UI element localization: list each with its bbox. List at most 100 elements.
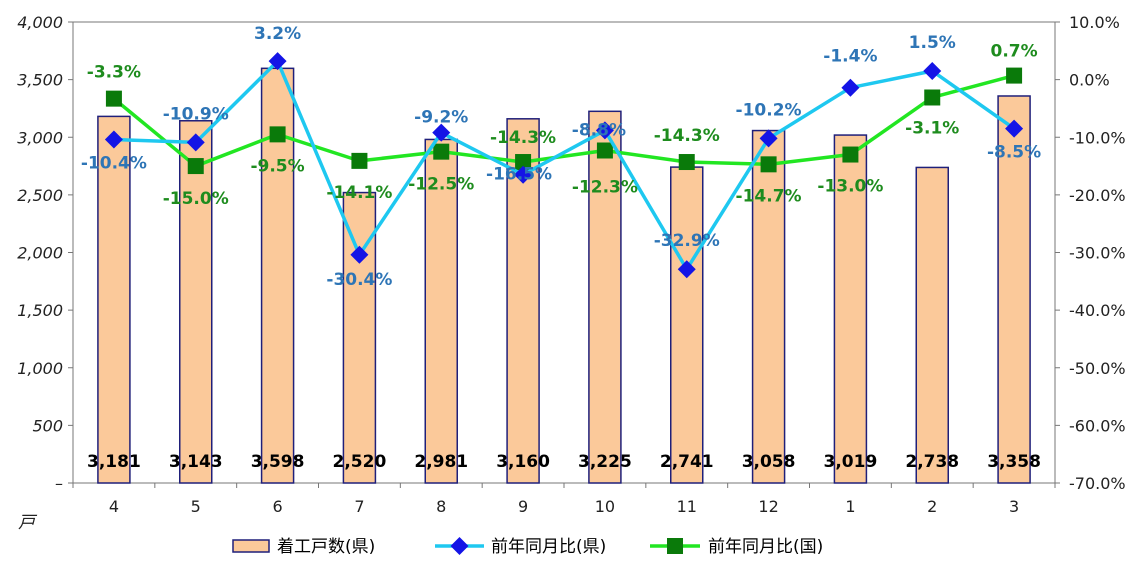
prefecture-value-label: -10.2% — [736, 100, 802, 120]
prefecture-marker — [268, 52, 287, 71]
left-tick-label: 2,500 — [17, 186, 63, 205]
prefecture-marker — [432, 123, 451, 142]
left-tick-label: 1,500 — [17, 301, 63, 320]
prefecture-value-label: -16.5% — [486, 165, 552, 185]
legend-label-prefecture: 前年同月比(県) — [491, 537, 606, 557]
prefecture-marker — [350, 245, 369, 264]
x-tick-label: 6 — [272, 497, 282, 516]
x-tick-label: 10 — [595, 497, 615, 516]
national-value-label: -9.5% — [250, 156, 304, 176]
data-labels: 3,181 3,143 3,598 2,520 2,981 3,160 3,225 2,741… — [81, 24, 1041, 472]
prefecture-value-label: -32.9% — [654, 231, 720, 251]
national-value-label: -14.3% — [654, 126, 720, 146]
left-tick-label: 2,000 — [17, 244, 63, 263]
x-tick-label: 9 — [518, 497, 528, 516]
left-tick-label: 3,000 — [17, 128, 63, 147]
prefecture-value-label: -10.9% — [163, 104, 229, 124]
national-value-label: -12.5% — [408, 175, 474, 195]
bar — [997, 95, 1031, 484]
prefecture-marker — [514, 165, 533, 184]
prefecture-marker — [923, 61, 942, 80]
right-tick-label: -60.0% — [1069, 416, 1126, 435]
x-tick-label: 7 — [354, 497, 364, 516]
prefecture-value-label: 1.5% — [909, 33, 956, 53]
national-marker — [105, 90, 122, 107]
bar-value-label: 3,143 — [169, 452, 223, 472]
national-marker — [924, 89, 941, 106]
bar — [506, 118, 540, 484]
prefecture-marker — [186, 133, 205, 152]
bar — [751, 129, 786, 484]
bar — [670, 166, 704, 484]
national-value-label: -3.3% — [87, 63, 141, 83]
national-value-label: -14.7% — [736, 186, 802, 206]
x-tick-label: 8 — [436, 497, 446, 516]
right-tick-label: -50.0% — [1069, 359, 1126, 378]
national-value-label: -14.3% — [490, 128, 556, 148]
left-tick-label: 4,000 — [17, 13, 63, 32]
national-value-label: -3.1% — [905, 118, 959, 138]
prefecture-marker — [841, 78, 860, 97]
national-value-label: -12.3% — [572, 178, 638, 198]
prefecture-marker — [104, 130, 123, 149]
series-line — [113, 59, 1016, 271]
bar-value-label: 2,520 — [333, 452, 387, 472]
national-value-label: 0.7% — [991, 42, 1038, 62]
right-tick-label: -10.0% — [1069, 128, 1126, 147]
x-tick-label: 11 — [677, 497, 697, 516]
national-marker — [515, 154, 532, 171]
bar-value-label: 3,225 — [578, 452, 632, 472]
right-tick-label: 10.0% — [1069, 13, 1120, 32]
x-tick-label: 5 — [191, 497, 201, 516]
axes: – 500 1,000 1,500 2,000 2,500 3,000 3,500 4,000 -… — [17, 13, 1125, 516]
national-marker — [596, 142, 613, 159]
prefecture-marker — [677, 260, 696, 279]
x-tick-label: 3 — [1009, 497, 1019, 516]
right-tick-label: -20.0% — [1069, 186, 1126, 205]
series-line — [112, 73, 1015, 168]
national-marker — [433, 143, 450, 160]
right-tick-label: -30.0% — [1069, 244, 1126, 263]
plot-frame — [72, 21, 1056, 484]
bar — [179, 120, 213, 484]
national-value-label: -13.0% — [817, 177, 883, 197]
national-value-label: -15.0% — [163, 189, 229, 209]
legend-swatch-bar — [232, 539, 270, 553]
right-tick-label: 0.0% — [1069, 71, 1110, 90]
left-tick-label: 500 — [32, 416, 63, 435]
prefecture-marker — [595, 121, 614, 140]
x-tick-label: 2 — [927, 497, 937, 516]
legend-marker-national — [667, 538, 683, 554]
bar-value-label: 3,358 — [987, 452, 1041, 472]
bar-value-label: 3,160 — [496, 452, 550, 472]
bar-value-label: 2,741 — [660, 452, 714, 472]
bar — [588, 110, 622, 484]
x-tick-label: 12 — [758, 497, 778, 516]
bar — [97, 115, 131, 484]
bar — [833, 134, 868, 484]
national-marker — [269, 126, 286, 143]
bar-value-label: 3,598 — [251, 452, 305, 472]
national-marker — [842, 146, 859, 163]
legend-label-national: 前年同月比(国) — [708, 537, 823, 557]
prefecture-value-label: -1.4% — [823, 47, 877, 67]
bar-value-label: 3,181 — [87, 452, 141, 472]
left-tick-label: 3,500 — [17, 71, 63, 90]
x-tick-label: 1 — [845, 497, 855, 516]
bar-series — [97, 67, 1031, 484]
line-series — [104, 52, 1024, 279]
x-tick-label: 4 — [109, 497, 119, 516]
bar-value-label: 3,019 — [824, 452, 878, 472]
national-marker — [760, 156, 777, 173]
right-tick-label: -40.0% — [1069, 301, 1126, 320]
bar-value-label: 3,058 — [742, 452, 796, 472]
national-marker — [1006, 67, 1023, 84]
prefecture-value-label: -8.5% — [987, 143, 1041, 163]
right-tick-label: -70.0% — [1069, 474, 1126, 493]
legend-label-bar: 着工戸数(県) — [277, 537, 375, 557]
national-marker — [187, 158, 204, 175]
left-tick-label: – — [55, 474, 63, 493]
prefecture-value-label: -30.4% — [326, 270, 392, 290]
bar — [915, 166, 949, 484]
